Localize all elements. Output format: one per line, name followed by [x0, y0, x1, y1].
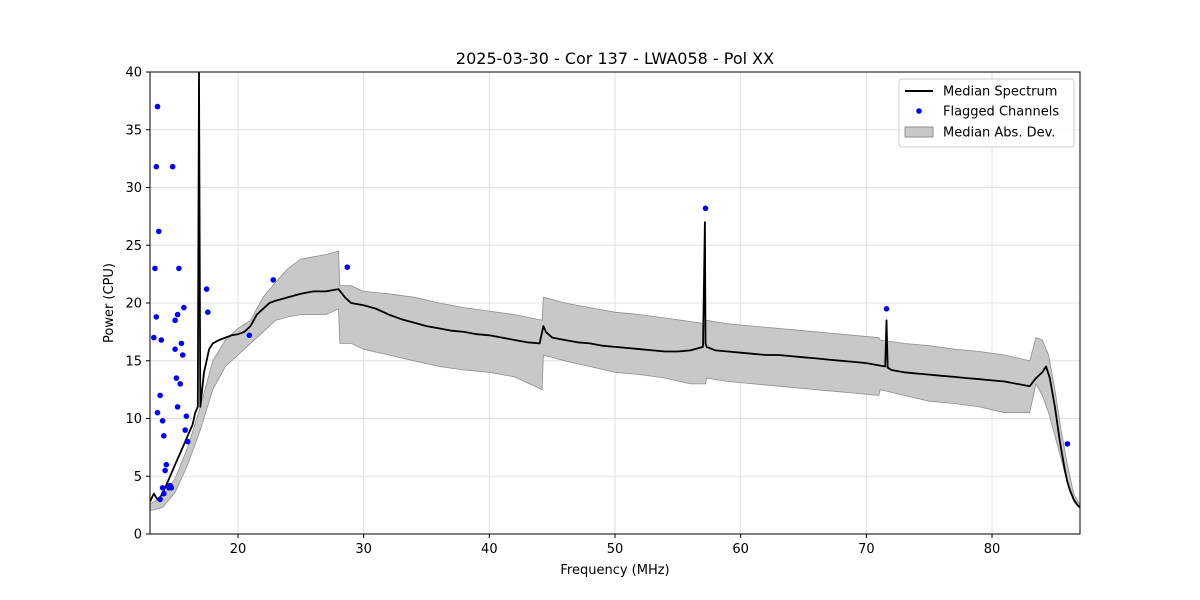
- flagged-channel-point: [161, 433, 167, 439]
- flagged-channel-point: [159, 485, 166, 491]
- y-tick-label: 15: [125, 354, 142, 369]
- flagged-channel-point: [162, 467, 168, 474]
- flagged-channel-point: [157, 392, 163, 399]
- flagged-channel-point: [157, 496, 163, 503]
- flagged-channel-point: [154, 409, 161, 416]
- y-tick-label: 10: [125, 412, 142, 427]
- flagged-channel-point: [181, 304, 187, 311]
- x-axis-label: Frequency (MHz): [560, 563, 669, 578]
- flagged-channel-point: [151, 334, 157, 341]
- median-line-group: [150, 72, 1080, 509]
- x-tick-label: 20: [230, 542, 247, 557]
- flagged-channel-point: [161, 490, 167, 497]
- flagged-channel-point: [176, 265, 182, 272]
- y-tick-label: 25: [125, 239, 142, 254]
- x-tick-label: 40: [481, 542, 498, 557]
- axis-ticks: 20 30 40 50 60 70 80 0 5 10 15 20 25 30 35 40: [125, 66, 1000, 558]
- x-tick-label: 60: [732, 542, 749, 557]
- flagged-points-group: [151, 103, 1071, 503]
- legend-label-median-spectrum: Median Spectrum: [943, 85, 1057, 100]
- flagged-channel-point: [270, 277, 277, 283]
- flagged-channel-point: [184, 438, 191, 445]
- flagged-channel-point: [169, 163, 176, 170]
- flagged-channel-point: [156, 228, 162, 235]
- flagged-channel-point: [1064, 441, 1071, 447]
- flagged-channel-point: [159, 418, 166, 424]
- x-tick-label: 80: [984, 542, 1001, 557]
- x-tick-label: 50: [607, 542, 624, 557]
- flagged-channel-point: [344, 264, 351, 271]
- flagged-channel-point: [168, 485, 175, 491]
- flagged-channel-point: [172, 346, 178, 353]
- y-tick-label: 20: [125, 297, 142, 312]
- flagged-channel-point: [178, 340, 185, 347]
- flagged-channel-point: [173, 375, 180, 381]
- flagged-channel-point: [177, 381, 183, 387]
- flagged-channel-point: [182, 427, 188, 433]
- legend-swatch-flagged-channels: [916, 108, 922, 114]
- legend-swatch-median-abs-dev: [904, 126, 934, 138]
- y-tick-label: 30: [125, 181, 142, 196]
- legend-label-median-abs-dev: Median Abs. Dev.: [943, 126, 1055, 141]
- y-tick-label: 0: [134, 528, 142, 543]
- flagged-channel-point: [152, 265, 158, 272]
- median-spectrum-line: [150, 72, 1080, 509]
- flagged-channel-point: [883, 306, 890, 312]
- legend-label-flagged-channels: Flagged Channels: [943, 105, 1059, 120]
- y-tick-label: 35: [125, 123, 142, 138]
- flagged-channel-point: [153, 314, 160, 320]
- legend: Median Spectrum Flagged Channels Median …: [898, 78, 1075, 148]
- y-tick-label: 5: [134, 470, 142, 485]
- flagged-channel-point: [163, 461, 170, 468]
- flagged-channel-point: [179, 352, 186, 358]
- flagged-channel-point: [154, 103, 161, 110]
- flagged-channel-point: [203, 286, 210, 292]
- flagged-channel-point: [205, 309, 211, 316]
- flagged-channel-point: [246, 332, 253, 339]
- flagged-channel-point: [153, 163, 160, 170]
- y-tick-label: 40: [125, 66, 142, 81]
- flagged-channel-point: [158, 337, 165, 343]
- flagged-channel-point: [183, 413, 190, 420]
- flagged-channel-point: [702, 205, 709, 212]
- y-axis-label: Power (CPU): [102, 263, 117, 343]
- flagged-channel-point: [174, 311, 181, 318]
- chart-title: 2025-03-30 - Cor 137 - LWA058 - Pol XX: [456, 49, 774, 68]
- x-tick-label: 70: [858, 542, 875, 557]
- legend-box: [898, 78, 1075, 148]
- x-tick-label: 30: [355, 542, 372, 557]
- flagged-channel-point: [174, 404, 181, 410]
- flagged-channel-point: [172, 317, 178, 324]
